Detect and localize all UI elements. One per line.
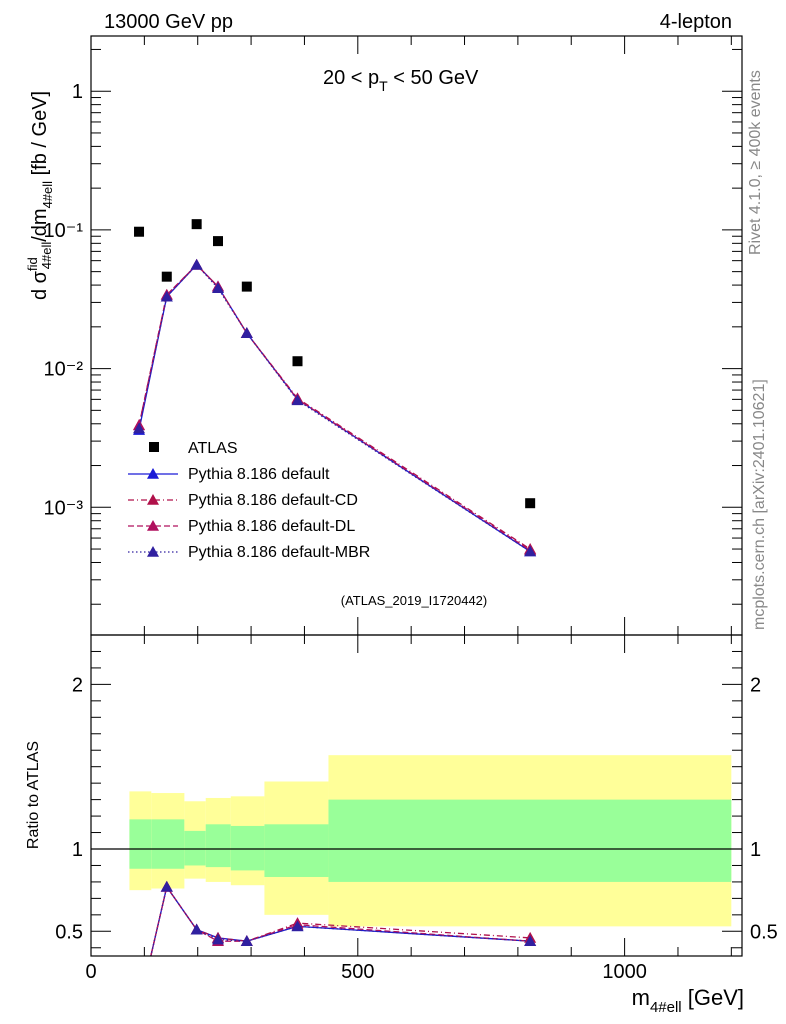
stat-uncertainty-band <box>151 819 185 869</box>
main-marks <box>133 219 537 557</box>
ratio-series-group <box>150 880 537 956</box>
atlas-data-point <box>212 236 223 247</box>
atlas-data-point <box>134 226 145 237</box>
y-tick-label: 10⁻³ <box>44 497 84 519</box>
atlas-data-point <box>292 356 303 367</box>
x-tick-label: 0 <box>85 961 96 983</box>
y-tick-label: 10⁻¹ <box>44 220 84 242</box>
legend: ATLAS Pythia 8.186 default Pythia 8.186 de… <box>128 440 370 561</box>
plot-title: 20 < pT < 50 GeV <box>323 67 479 94</box>
ratio-series-point <box>190 923 203 935</box>
legend-label: Pythia 8.186 default-DL <box>188 518 355 535</box>
ratio-ticks: 0.5 0.5 1 1 2 2 0 500 1000 <box>55 635 778 983</box>
stat-uncertainty-band <box>328 799 732 882</box>
ratio-bands <box>91 755 742 927</box>
ratio-series-point <box>524 935 537 946</box>
ratio-marks <box>150 880 537 956</box>
legend-marker-atlas <box>149 442 159 452</box>
series-point <box>291 394 304 406</box>
header-left: 13000 GeV pp <box>104 11 233 33</box>
legend-marker <box>147 520 159 531</box>
stat-uncertainty-band <box>184 830 206 866</box>
legend-marker <box>147 468 159 479</box>
series-point <box>160 290 173 302</box>
ratio-series-point <box>160 880 173 892</box>
ratio-frame <box>90 634 743 957</box>
atlas-data-point <box>161 271 172 282</box>
atlas-data-point <box>525 498 536 509</box>
ratio-y-tick-label: 1 <box>72 839 83 861</box>
ratio-series-point <box>240 935 253 946</box>
legend-label-atlas: ATLAS <box>188 440 238 457</box>
series-point <box>524 545 537 557</box>
svg-text:d σfid4#ell/dm4#ell [fb / GeV]: d σfid4#ell/dm4#ell [fb / GeV] <box>25 91 55 300</box>
ratio-plot: 0.5 0.5 1 1 2 2 0 500 1000 Ratio to ATLAS m4#ell… <box>25 634 778 1016</box>
ratio-y-tick-label: 0.5 <box>55 921 83 943</box>
legend-label: Pythia 8.186 default-MBR <box>188 544 370 561</box>
x-axis-label: m4#ell [GeV] <box>632 985 744 1016</box>
main-ylabel: d σfid4#ell/dm4#ell [fb / GeV] <box>25 91 55 300</box>
ratio-y-tick-label-right: 0.5 <box>750 921 778 943</box>
stat-uncertainty-band <box>129 819 152 869</box>
main-plot: 1 10⁻¹ 10⁻² 10⁻³ 20 < pT < 50 GeV (ATLAS_20… <box>25 35 743 636</box>
series-point <box>240 327 253 338</box>
y-tick-label: 1 <box>72 81 83 103</box>
ratio-ylabel: Ratio to ATLAS <box>25 741 42 849</box>
x-tick-label: 500 <box>341 961 374 983</box>
legend-label: Pythia 8.186 default <box>188 466 330 483</box>
ratio-y-tick-label-right: 1 <box>750 839 761 861</box>
ratio-y-tick-label-right: 2 <box>750 674 761 696</box>
stat-uncertainty-band <box>205 824 231 868</box>
ratio-series-point <box>291 920 304 932</box>
rivet-label: Rivet 4.1.0, ≥ 400k events <box>747 70 764 255</box>
series-point <box>190 258 203 270</box>
ratio-series-point <box>211 933 224 945</box>
main-ticks: 1 10⁻¹ 10⁻² 10⁻³ <box>44 36 742 635</box>
stat-uncertainty-band <box>230 825 265 871</box>
series-point <box>211 282 224 293</box>
legend-marker <box>147 494 159 505</box>
atlas-data-point <box>241 281 252 292</box>
analysis-watermark: (ATLAS_2019_I1720442) <box>341 593 487 608</box>
atlas-data-point <box>191 219 202 230</box>
legend-marker <box>147 546 159 557</box>
stat-uncertainty-band <box>264 824 329 877</box>
mcplots-label: mcplots.cern.ch [arXiv:2401.10621] <box>751 379 768 630</box>
ratio-y-tick-label: 2 <box>72 674 83 696</box>
x-tick-label: 1000 <box>602 961 647 983</box>
y-tick-label: 10⁻² <box>44 359 84 381</box>
legend-label: Pythia 8.186 default-CD <box>188 492 358 509</box>
header-right: 4-lepton <box>660 11 732 33</box>
series-point <box>133 422 146 434</box>
